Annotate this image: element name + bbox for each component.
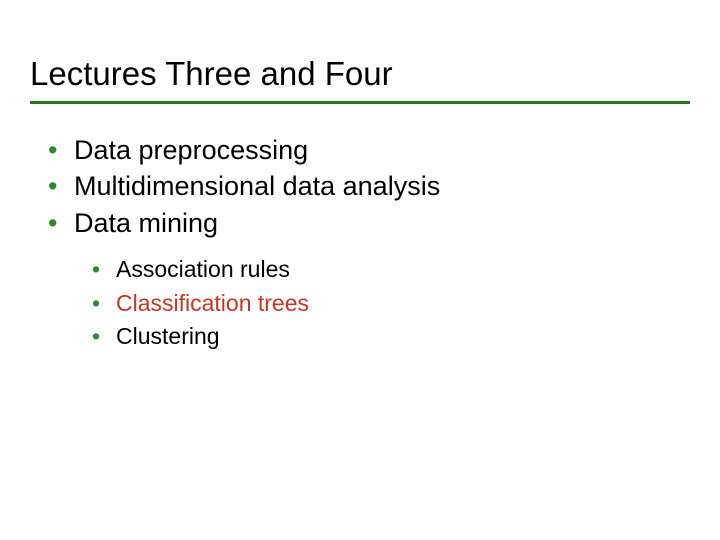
sub-bullet-list: Association rules Classification trees C… — [30, 253, 690, 353]
bullet-item: Data mining — [48, 205, 690, 241]
bullet-text: Data preprocessing — [74, 135, 308, 165]
bullet-item: Data preprocessing — [48, 132, 690, 168]
sub-bullet-text: Classification trees — [116, 290, 309, 316]
sub-bullet-item: Classification trees — [92, 287, 690, 320]
sub-bullet-text: Association rules — [116, 256, 290, 282]
bullet-item: Multidimensional data analysis — [48, 168, 690, 204]
bullet-text: Data mining — [74, 208, 218, 238]
slide-title: Lectures Three and Four — [30, 55, 690, 104]
slide-container: Lectures Three and Four Data preprocessi… — [0, 0, 720, 540]
sub-bullet-text: Clustering — [116, 323, 220, 349]
sub-bullet-item: Association rules — [92, 253, 690, 286]
main-bullet-list: Data preprocessing Multidimensional data… — [30, 132, 690, 241]
sub-bullet-item: Clustering — [92, 320, 690, 353]
bullet-text: Multidimensional data analysis — [74, 171, 440, 201]
